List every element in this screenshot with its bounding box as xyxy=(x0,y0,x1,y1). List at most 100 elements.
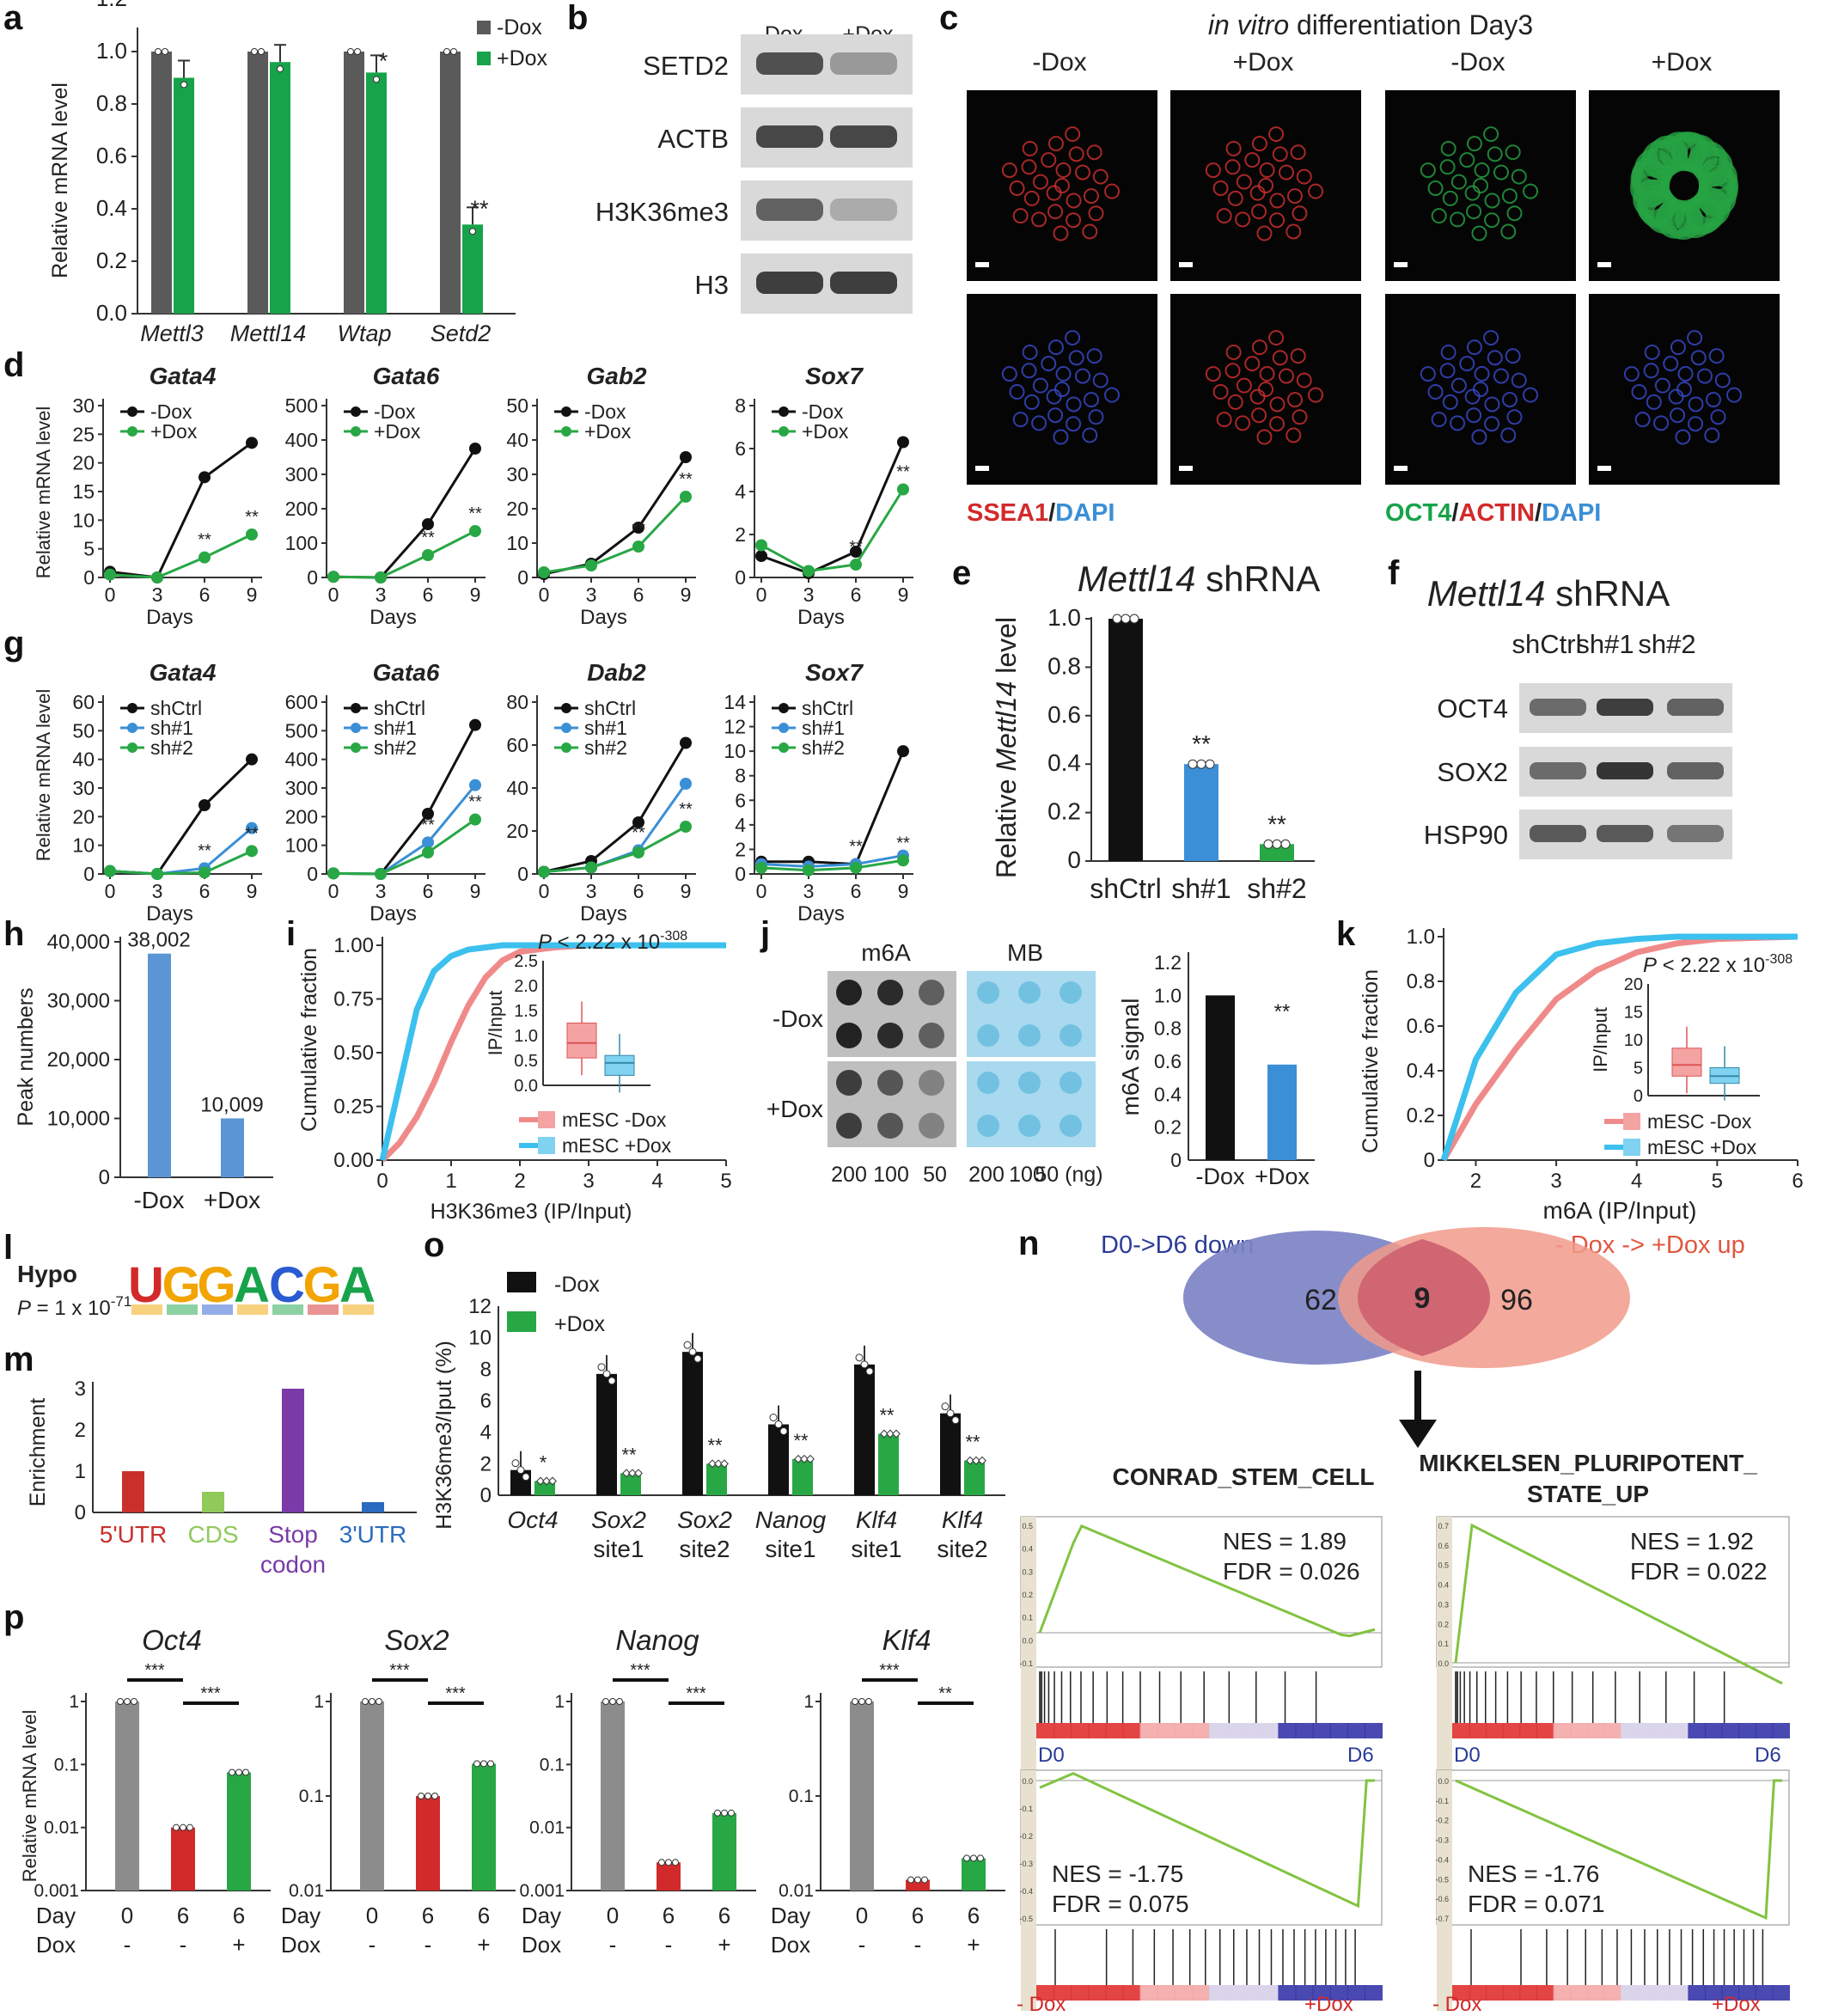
o-ytick-label: 12 xyxy=(468,1295,492,1318)
d-ytick-label: 20 xyxy=(72,452,95,474)
p-bar xyxy=(712,1812,736,1891)
f-col-label: shCtrl xyxy=(1512,629,1582,659)
c-cell xyxy=(1493,164,1509,180)
c-cell xyxy=(1646,394,1662,410)
o-diamond xyxy=(806,1454,815,1463)
p-day-value: 6 xyxy=(912,1903,924,1928)
c-micrograph xyxy=(1589,294,1780,485)
o-diamond xyxy=(800,1454,809,1463)
g-point xyxy=(897,854,909,867)
l-motif-letter: A xyxy=(339,1257,376,1313)
k-legend-box xyxy=(1623,1113,1640,1130)
p-sig: *** xyxy=(445,1684,466,1703)
o-dot xyxy=(511,1459,520,1468)
d-ytick-label: 25 xyxy=(72,423,95,445)
c-cell xyxy=(1427,180,1444,197)
a-legend-ctrl: -Dox xyxy=(497,15,542,40)
c-cell xyxy=(1670,339,1686,356)
c-label-left: SSEA1/DAPI xyxy=(967,499,1115,527)
gsea-rank-bar xyxy=(1502,1723,1521,1738)
c-cell xyxy=(1714,372,1731,388)
c-cell xyxy=(1505,348,1521,364)
gsea-rank-bar-bottom xyxy=(1603,1985,1621,2001)
c-cell xyxy=(1269,396,1286,412)
k-legend-label: mESC -Dox xyxy=(1647,1110,1752,1133)
c-cell xyxy=(1466,136,1482,152)
i-cdf-line xyxy=(379,942,726,1161)
g-point xyxy=(246,822,258,834)
b-row-label: H3 xyxy=(694,270,729,300)
gsea-rank-bar-bottom xyxy=(1329,1985,1348,2001)
g-legend-label: sh#2 xyxy=(802,736,845,759)
c-cell xyxy=(1511,372,1527,388)
l-motif-letter: U xyxy=(128,1257,164,1313)
b-band xyxy=(830,52,897,75)
k-pvalue-text: < 2.22 x 10 xyxy=(1657,954,1765,977)
d-point xyxy=(198,471,211,484)
gsea-tick: 0.4 xyxy=(1022,1545,1033,1554)
g-legend-marker xyxy=(561,723,571,733)
k-ytick-label: 1.0 xyxy=(1407,926,1435,949)
gsea-rank-bar xyxy=(1036,1723,1055,1738)
gsea-es-frame xyxy=(1020,1516,1383,1668)
l-motif-letter: G xyxy=(162,1257,200,1313)
g-ytick-label: 0 xyxy=(307,863,318,885)
m-bar xyxy=(362,1502,384,1512)
a-dot xyxy=(155,48,162,55)
d-point xyxy=(680,491,692,503)
c-cell xyxy=(1031,211,1047,228)
m-category-label: CDS xyxy=(187,1521,238,1548)
gsea-rank-bar xyxy=(1139,1723,1158,1738)
d-ytick-label: 0 xyxy=(307,566,318,589)
o-category-label: Klf4 xyxy=(856,1506,897,1533)
panel-letter-o: o xyxy=(424,1226,444,1264)
g-legend-marker xyxy=(351,703,361,713)
c-cell xyxy=(1046,388,1062,405)
p-bar xyxy=(601,1701,625,1891)
gsea-rank-bar-bottom xyxy=(1105,1985,1124,2001)
p-sig: *** xyxy=(686,1684,706,1703)
gsea-es-curve xyxy=(1454,1523,1783,1685)
m-bar xyxy=(282,1389,304,1512)
g-legend-label: sh#1 xyxy=(150,717,193,739)
g-ytick-label: 30 xyxy=(72,777,95,799)
k-xtick-label: 3 xyxy=(1550,1170,1561,1193)
h-bar xyxy=(148,953,171,1177)
c-cell xyxy=(1009,180,1025,197)
gsea-top-nes: NES = 1.89 xyxy=(1223,1528,1347,1555)
c-cell xyxy=(1023,394,1040,410)
c-cell xyxy=(1083,392,1099,408)
c-cell xyxy=(1450,211,1466,228)
d-ytick-label: 0 xyxy=(517,566,528,589)
p-gene-title: Oct4 xyxy=(142,1624,202,1656)
e-category-label: shCtrl xyxy=(1090,873,1162,904)
c-micrograph xyxy=(967,90,1157,281)
j-mb-dot xyxy=(977,1115,999,1137)
n-gsea-plots: 0.5 0.4 0.3 0.2 0.1 0.0 -0.1 D0 D6 NES = 1.89 FDR … xyxy=(1017,1516,1790,2016)
g-ytick-label: 200 xyxy=(285,805,318,828)
d-point xyxy=(632,541,644,553)
d-series-line xyxy=(109,533,253,579)
p-day-value: 0 xyxy=(607,1903,619,1928)
gsea-rank-bar-bottom xyxy=(1364,1985,1383,2001)
g-xtick-label: 6 xyxy=(423,880,434,902)
g-ytick-label: 2 xyxy=(735,838,746,860)
i-ylabel: Cumulative fraction xyxy=(297,948,321,1132)
gsea-top-fdr: FDR = 0.026 xyxy=(1223,1558,1360,1585)
c-cell xyxy=(1055,366,1072,382)
l-motif-minor xyxy=(202,1304,233,1315)
c-cell xyxy=(1290,348,1306,364)
m-category-label: Stop xyxy=(268,1521,318,1548)
g-legend-marker xyxy=(779,742,789,753)
c-cell xyxy=(1269,416,1286,432)
d-point xyxy=(897,483,909,496)
o-dot xyxy=(683,1341,692,1349)
e-ytick-label: 1.0 xyxy=(1047,604,1081,631)
e-category-label: sh#2 xyxy=(1247,873,1306,904)
o-dot xyxy=(855,1353,864,1362)
o-dot xyxy=(693,1354,702,1363)
k-cdf-line xyxy=(1440,933,1798,1162)
f-row-label: HSP90 xyxy=(1424,820,1508,850)
k-xtick-label: 6 xyxy=(1792,1170,1803,1193)
